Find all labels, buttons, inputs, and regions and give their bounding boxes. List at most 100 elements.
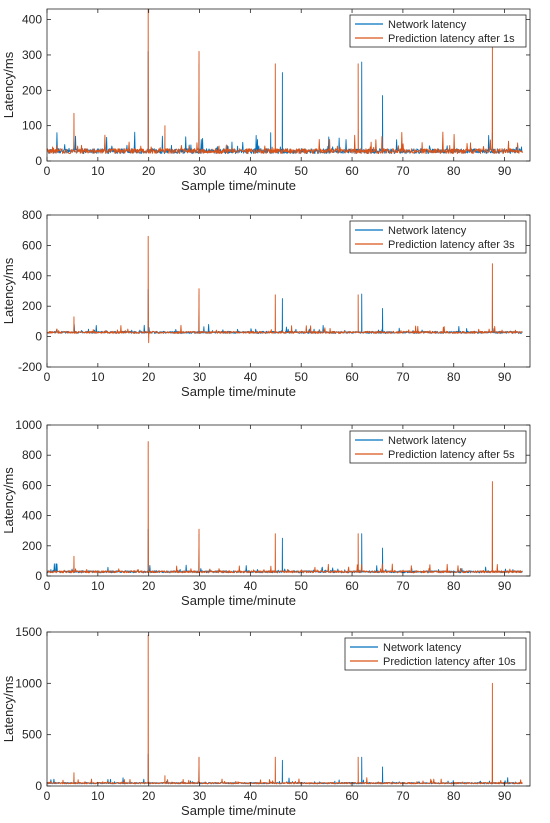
legend-box — [344, 637, 527, 671]
y-tick-label: 300 — [22, 48, 42, 62]
x-tick-label: 10 — [91, 164, 105, 178]
x-tick-label: 80 — [447, 164, 461, 178]
x-tick-label: 0 — [44, 579, 51, 593]
series-line-prediction-latency — [46, 441, 523, 574]
chart-panel-3: 0 10 20 30 40 50 60 70 80 90 0 200 400 600 800 1000 Samp… — [1, 418, 531, 608]
x-tick-label: 50 — [295, 789, 309, 803]
legend: Network latency Prediction latency after … — [349, 220, 527, 254]
y-axis-label: Latency/ms — [1, 51, 16, 118]
chart-panel-2: 0 10 20 30 40 50 60 70 80 90-2000200400600800Samp… — [1, 208, 531, 399]
axes-frame — [46, 631, 531, 787]
x-tick-label: 60 — [345, 789, 359, 803]
x-tick-label: 30 — [193, 579, 207, 593]
x-tick-label: 40 — [244, 164, 258, 178]
y-tick-label: 400 — [22, 509, 42, 523]
legend-entry: Prediction latency after 1s — [388, 33, 515, 45]
y-tick-label: -200 — [18, 360, 42, 374]
x-tick-label: 30 — [193, 789, 207, 803]
x-tick-label: 10 — [91, 370, 105, 384]
x-tick-label: 0 — [44, 789, 51, 803]
y-tick-label: 500 — [22, 728, 42, 742]
x-tick-label: 60 — [345, 164, 359, 178]
x-tick-label: 0 — [44, 164, 51, 178]
legend: Network latency Prediction latency after … — [349, 430, 527, 464]
y-tick-label: 200 — [22, 299, 42, 313]
x-tick-label: 80 — [447, 579, 461, 593]
y-tick-label: 1500 — [15, 625, 42, 639]
x-axis-label: Sample time/minute — [181, 384, 296, 399]
x-tick-label: 40 — [244, 579, 258, 593]
x-tick-label: 40 — [244, 370, 258, 384]
x-tick-label: 50 — [295, 164, 309, 178]
y-tick-label: 200 — [22, 83, 42, 97]
x-tick-label: 90 — [498, 164, 512, 178]
series-line-network-latency — [46, 753, 523, 785]
legend-entry: Prediction latency after 3s — [388, 239, 515, 251]
series-line-prediction-latency — [46, 235, 523, 344]
y-tick-label: 200 — [22, 539, 42, 553]
y-tick-label: 0 — [35, 779, 42, 793]
x-tick-label: 40 — [244, 789, 258, 803]
series-line-network-latency — [46, 50, 523, 155]
x-tick-label: 60 — [345, 579, 359, 593]
x-tick-label: 20 — [142, 370, 156, 384]
series-line-network-latency — [46, 528, 523, 574]
y-tick-label: 800 — [22, 448, 42, 462]
legend-entry: Network latency — [388, 435, 467, 447]
series-line-network-latency — [46, 289, 523, 334]
y-axis-label: Latency/ms — [1, 257, 16, 324]
x-axis-label: Sample time/minute — [181, 803, 296, 818]
y-tick-label: 800 — [22, 208, 42, 222]
series-line-prediction-latency — [46, 634, 523, 785]
x-tick-label: 50 — [295, 370, 309, 384]
axes-frame — [46, 214, 531, 368]
x-tick-label: 10 — [91, 789, 105, 803]
legend-box — [349, 220, 527, 254]
legend-entry: Network latency — [383, 642, 462, 654]
legend-entry: Prediction latency after 10s — [383, 656, 516, 668]
y-axis-label: Latency/ms — [1, 467, 16, 534]
x-tick-label: 10 — [91, 579, 105, 593]
axes-frame — [46, 424, 531, 577]
x-axis-label: Sample time/minute — [181, 178, 296, 193]
legend-entry: Network latency — [388, 19, 467, 31]
x-tick-label: 20 — [142, 164, 156, 178]
x-tick-label: 90 — [498, 789, 512, 803]
legend-box — [349, 430, 527, 464]
x-tick-label: 70 — [396, 579, 410, 593]
x-tick-label: 70 — [396, 789, 410, 803]
x-tick-label: 20 — [142, 789, 156, 803]
y-tick-label: 400 — [22, 13, 42, 27]
series-line-prediction-latency — [46, 8, 523, 155]
chart-panel-4: 0 10 20 30 40 50 60 70 80 90 0 500 1000 1500 Sample ti… — [1, 625, 531, 818]
y-tick-label: 600 — [22, 478, 42, 492]
x-tick-label: 70 — [396, 370, 410, 384]
legend: Network latency Prediction latency after … — [344, 637, 527, 671]
y-tick-label: 100 — [22, 119, 42, 133]
legend-entry: Prediction latency after 5s — [388, 449, 515, 461]
x-tick-label: 20 — [142, 579, 156, 593]
y-tick-label: 1000 — [15, 418, 42, 432]
x-tick-label: 80 — [447, 789, 461, 803]
y-tick-label: 1000 — [15, 676, 42, 690]
x-tick-label: 60 — [345, 370, 359, 384]
legend-entry: Network latency — [388, 225, 467, 237]
x-tick-label: 30 — [193, 164, 207, 178]
x-tick-label: 90 — [498, 579, 512, 593]
x-tick-label: 90 — [498, 370, 512, 384]
y-tick-label: 400 — [22, 269, 42, 283]
y-tick-label: 0 — [35, 154, 42, 168]
y-tick-label: 0 — [35, 330, 42, 344]
x-tick-label: 70 — [396, 164, 410, 178]
chart-panel-1: 0 10 20 30 40 50 60 70 80 90 0 100 200 300 400 Sample t… — [1, 8, 531, 193]
legend: Network latency Prediction latency after … — [349, 14, 527, 48]
y-tick-label: 0 — [35, 569, 42, 583]
legend-box — [349, 14, 527, 48]
y-tick-label: 600 — [22, 238, 42, 252]
x-tick-label: 80 — [447, 370, 461, 384]
axes-frame — [46, 8, 531, 162]
x-tick-label: 0 — [44, 370, 51, 384]
x-tick-label: 30 — [193, 370, 207, 384]
x-tick-label: 50 — [295, 579, 309, 593]
